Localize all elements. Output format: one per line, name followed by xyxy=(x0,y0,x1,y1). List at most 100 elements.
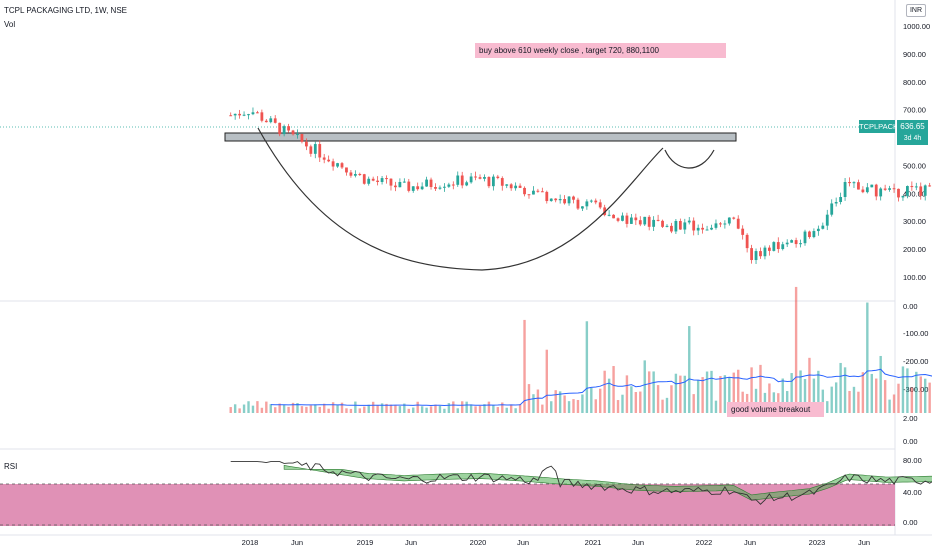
volume-bar xyxy=(701,377,704,413)
volume-bar xyxy=(576,399,580,413)
candle-body xyxy=(585,201,589,207)
volume-bar xyxy=(723,375,727,413)
candle-body xyxy=(883,188,887,190)
volume-bar xyxy=(665,397,669,413)
volume-bar xyxy=(861,372,865,413)
currency-button[interactable]: INR xyxy=(906,4,926,17)
volume-bar xyxy=(803,378,807,413)
price-tick-label: 1000.00 xyxy=(903,22,930,31)
candle-body xyxy=(848,182,851,184)
candle-body xyxy=(910,186,914,188)
volume-bar xyxy=(349,408,353,413)
candle-body xyxy=(857,182,860,190)
volume-bar xyxy=(830,386,833,413)
time-tick-label: 2021 xyxy=(585,538,602,547)
rsi-tick-label: 0.00 xyxy=(903,518,918,527)
volume-bar xyxy=(456,408,459,413)
volume-bar xyxy=(870,373,873,413)
candle-body xyxy=(336,163,339,167)
price-tick-label: 200.00 xyxy=(903,245,926,254)
candle-body xyxy=(759,251,762,257)
price-tick-label: 400.00 xyxy=(903,189,926,198)
candle-body xyxy=(483,176,486,179)
volume-bar xyxy=(848,390,851,413)
candle-body xyxy=(732,217,736,219)
volume-bar xyxy=(581,394,584,413)
volume-bar xyxy=(857,391,860,413)
handle-arc xyxy=(664,149,715,169)
volume-bar xyxy=(336,405,339,413)
volume-bar xyxy=(242,404,246,413)
volume-bar xyxy=(300,406,304,413)
candle-body xyxy=(888,188,891,190)
volume-bar xyxy=(732,372,735,413)
candle-body xyxy=(741,228,745,235)
volume-bar xyxy=(710,370,713,413)
volume-bar xyxy=(376,405,379,413)
volume-bar xyxy=(398,406,402,413)
candle-body xyxy=(603,207,607,216)
candle-body xyxy=(296,134,299,136)
candle-body xyxy=(313,144,317,154)
candle-body xyxy=(710,227,713,230)
candle-body xyxy=(505,184,509,186)
candle-body xyxy=(425,179,428,187)
time-tick-label: Jun xyxy=(632,538,644,547)
volume-tick-label: 2.00 xyxy=(903,414,918,423)
candle-body xyxy=(282,126,286,135)
volume-bar xyxy=(492,405,495,413)
candle-body xyxy=(790,240,794,243)
candle-body xyxy=(353,173,357,176)
candle-body xyxy=(287,126,290,131)
candle-body xyxy=(594,200,598,203)
candle-body xyxy=(874,184,878,197)
volume-bar xyxy=(696,379,700,413)
volume-bar xyxy=(594,399,597,413)
volume-bar xyxy=(407,408,410,413)
candle-body xyxy=(451,184,455,186)
candle-body xyxy=(923,185,927,196)
volume-annotation[interactable]: good volume breakout xyxy=(727,402,824,417)
candle-body xyxy=(229,115,233,117)
time-tick-label: Jun xyxy=(858,538,870,547)
candle-body xyxy=(309,146,313,154)
volume-bar xyxy=(274,407,277,413)
candle-body xyxy=(647,216,651,227)
volume-bar xyxy=(385,403,388,413)
candle-body xyxy=(678,220,682,230)
volume-bar xyxy=(567,401,571,413)
candle-body xyxy=(906,186,909,196)
volume-bar xyxy=(834,382,838,413)
candle-body xyxy=(799,243,802,245)
volume-bar xyxy=(545,349,548,413)
cup-arc xyxy=(257,127,664,271)
volume-bar xyxy=(380,403,384,413)
volume-bar xyxy=(229,407,232,413)
candle-body xyxy=(674,220,678,232)
candle-body xyxy=(251,112,255,115)
candle-body xyxy=(879,188,883,197)
volume-bar xyxy=(652,371,655,413)
candle-body xyxy=(607,214,611,216)
candle-body xyxy=(830,203,834,215)
volume-label: Vol xyxy=(4,20,16,29)
candle-body xyxy=(411,186,415,191)
volume-bar xyxy=(265,401,268,413)
volume-bar xyxy=(296,403,299,413)
volume-bar xyxy=(826,401,829,413)
candle-body xyxy=(487,176,491,187)
volume-bar xyxy=(514,408,517,413)
candle-body xyxy=(549,198,553,202)
candle-body xyxy=(736,218,740,229)
volume-bar xyxy=(461,401,464,413)
candle-body xyxy=(576,199,580,209)
candle-body xyxy=(300,134,304,142)
candle-body xyxy=(919,186,923,196)
volume-bar xyxy=(919,376,922,413)
volume-ma-line xyxy=(270,368,932,407)
candle-body xyxy=(865,187,869,193)
volume-bar xyxy=(852,386,856,413)
buy-annotation[interactable]: buy above 610 weekly close , target 720,… xyxy=(475,43,726,58)
volume-bar xyxy=(754,388,758,413)
